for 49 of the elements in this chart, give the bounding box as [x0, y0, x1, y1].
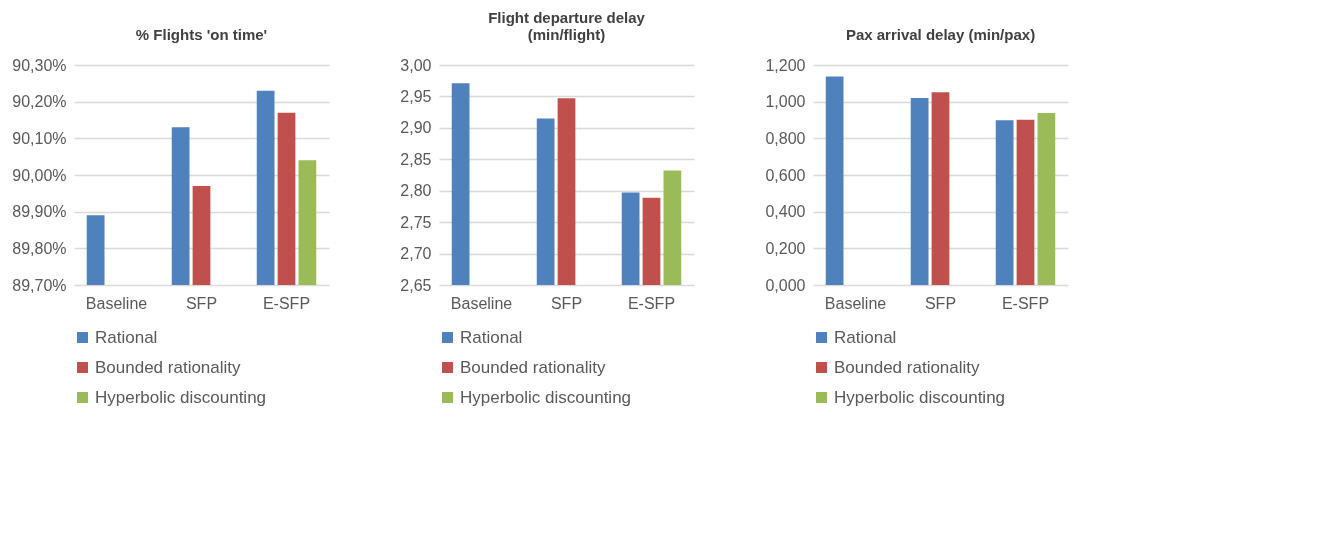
legend-label: Rational — [834, 327, 897, 347]
bar — [1037, 113, 1056, 285]
y-tick-label: 89,90% — [12, 203, 67, 221]
legend-label: Bounded rationality — [95, 357, 242, 377]
legend-label: Bounded rationality — [460, 357, 607, 377]
x-tick-label: E-SFP — [262, 294, 311, 312]
y-tick-label: 89,80% — [12, 239, 67, 257]
x-tick-label: SFP — [185, 294, 218, 312]
y-tick-label: 0,200 — [765, 239, 806, 257]
y-tick-label: 0,400 — [765, 203, 806, 221]
y-tick-label: 2,75 — [400, 213, 432, 231]
legend-label: Hyperbolic discounting — [834, 387, 1006, 407]
y-tick-label: 3,00 — [400, 56, 432, 74]
x-tick-label: Baseline — [85, 294, 148, 312]
x-tick-label: SFP — [924, 294, 957, 312]
y-tick-label: 0,000 — [765, 276, 806, 294]
y-tick-label: 2,80 — [400, 182, 432, 200]
bar — [910, 98, 929, 285]
bar — [931, 92, 950, 285]
y-tick-label: 90,00% — [12, 166, 67, 184]
x-tick-label: E-SFP — [627, 294, 676, 312]
chart-title: Pax arrival delay (min/pax) — [845, 26, 1036, 43]
chart-title: % Flights 'on time' — [135, 26, 268, 43]
y-tick-label: 1,200 — [765, 56, 806, 74]
y-tick-label: 2,85 — [400, 150, 432, 168]
x-tick-label: Baseline — [824, 294, 887, 312]
x-tick-label: SFP — [550, 294, 583, 312]
bar — [825, 76, 844, 285]
y-tick-label: 2,95 — [400, 87, 432, 105]
legend-label: Rational — [95, 327, 158, 347]
chart-title: Flight departure delay (min/flight) — [488, 9, 646, 43]
y-tick-label: 0,600 — [765, 166, 806, 184]
x-tick-label: Baseline — [450, 294, 513, 312]
x-tick-label: E-SFP — [1001, 294, 1050, 312]
legend-label: Hyperbolic discounting — [95, 387, 267, 407]
legend-label: Bounded rationality — [834, 357, 981, 377]
y-tick-label: 90,30% — [12, 56, 67, 74]
legend-label: Rational — [460, 327, 523, 347]
y-tick-label: 2,65 — [400, 276, 432, 294]
y-tick-label: 89,70% — [12, 276, 67, 294]
y-tick-label: 2,90 — [400, 119, 432, 137]
y-tick-label: 0,800 — [765, 129, 806, 147]
y-tick-label: 2,70 — [400, 245, 432, 263]
y-tick-label: 90,10% — [12, 129, 67, 147]
y-tick-label: 1,000 — [765, 93, 806, 111]
legend-label: Hyperbolic discounting — [460, 387, 632, 407]
bar — [995, 120, 1014, 285]
y-tick-label: 90,20% — [12, 93, 67, 111]
bar — [1016, 119, 1035, 285]
